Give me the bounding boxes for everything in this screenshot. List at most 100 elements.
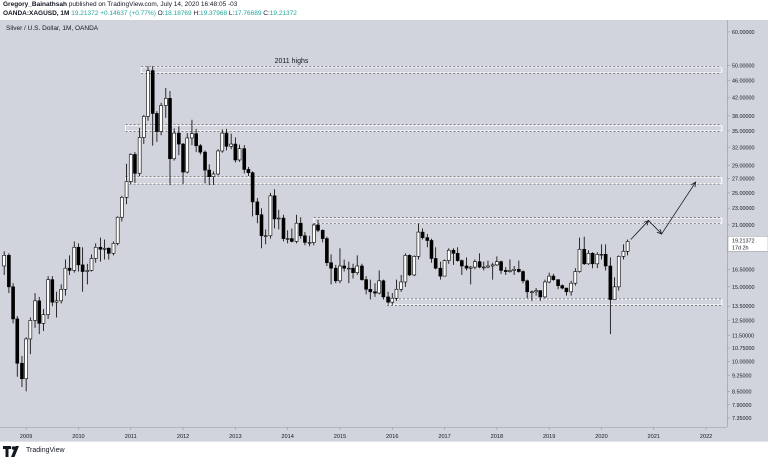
candle-body: [394, 288, 399, 299]
candle-body: [285, 238, 290, 240]
candle-body: [50, 279, 55, 303]
x-tick-label: 2017: [438, 434, 450, 440]
candle-body: [517, 269, 521, 272]
x-tick-label: 2021: [648, 434, 660, 440]
high-label: H:: [193, 10, 200, 17]
y-tick-label: 7.35000: [732, 416, 752, 422]
candle-body: [111, 243, 116, 254]
y-tick-label: 60.00000: [732, 30, 754, 36]
candle-body: [530, 291, 534, 293]
candle-body: [190, 133, 194, 139]
candle-body: [85, 270, 90, 272]
footer: TradingView: [0, 441, 768, 461]
candle-body: [473, 261, 477, 268]
tradingview-logo-icon[interactable]: [3, 446, 23, 457]
candle-body: [233, 143, 238, 161]
candle-body: [37, 300, 42, 324]
candle-body: [15, 318, 20, 364]
zone-box: [140, 66, 723, 74]
candle-body: [137, 137, 142, 174]
y-tick-label: 25.00000: [732, 191, 754, 197]
candle-body: [342, 265, 346, 269]
candle-body: [59, 288, 63, 302]
candle-body: [508, 270, 512, 272]
candle-body: [33, 300, 37, 321]
candle-body: [146, 70, 150, 117]
candle-body: [360, 265, 364, 280]
candle-body: [412, 256, 417, 276]
price-tag-value: 19.21372: [732, 238, 754, 244]
candle-body: [124, 181, 129, 198]
x-tick-label: 2011: [125, 434, 137, 440]
candle-body: [556, 279, 560, 286]
candle-body: [246, 169, 251, 173]
candle-body: [625, 241, 630, 252]
candle-body: [364, 279, 368, 290]
zone-box: [125, 124, 723, 132]
candle-body: [464, 265, 469, 269]
x-tick-label: 2019: [543, 434, 555, 440]
candle-body: [355, 265, 360, 273]
candle-body: [603, 254, 608, 267]
candle-body: [20, 362, 24, 380]
chart-area[interactable]: 2011 highs 60.00000 50.00000 46.00000 42.000…: [0, 20, 768, 441]
y-tick-label: 9.25000: [732, 374, 752, 380]
candle-body: [446, 249, 451, 261]
candle-body: [486, 265, 490, 268]
candle-body: [525, 280, 530, 293]
candle-body: [599, 254, 604, 256]
y-tick-label: 32.00000: [732, 145, 754, 151]
zone-label: 2011 highs: [275, 58, 309, 65]
tradingview-brand[interactable]: TradingView: [26, 447, 65, 454]
x-tick-label: 2015: [334, 434, 346, 440]
candle-body: [351, 267, 355, 273]
candle-body: [386, 296, 390, 303]
y-tick-label: 35.00000: [732, 129, 754, 135]
candle-body: [329, 262, 333, 269]
candle-body: [451, 249, 456, 254]
candle-body: [468, 266, 473, 269]
candle-body: [102, 247, 107, 250]
published-info: published on TradingView.com, July 14, 2…: [68, 1, 238, 8]
candle-body: [403, 255, 408, 283]
candle-body: [438, 267, 443, 277]
price-tag-box: [727, 236, 768, 252]
candle-body: [399, 281, 403, 290]
candle-body: [303, 235, 307, 243]
candle-body: [582, 248, 587, 265]
candle-body: [168, 98, 172, 160]
candle-body: [294, 222, 299, 242]
candle-body: [621, 250, 626, 257]
candle-body: [569, 282, 573, 293]
candle-body: [198, 145, 203, 153]
candle-body: [2, 255, 6, 267]
candle-body: [595, 254, 600, 265]
candle-body: [325, 238, 329, 264]
candle-body: [46, 279, 50, 315]
candlestick-chart[interactable]: 2011 highs 60.00000 50.00000 46.00000 42.000…: [0, 20, 768, 441]
author-name[interactable]: Gregory_Bainathsah: [3, 1, 67, 8]
y-tick-label: 50.00000: [732, 63, 754, 69]
candle-body: [390, 297, 395, 303]
candle-body: [608, 265, 613, 300]
candle-body: [564, 287, 569, 293]
candle-body: [133, 154, 137, 174]
candle-body: [429, 240, 434, 259]
candle-body: [495, 261, 499, 266]
x-tick-label: 2012: [177, 434, 189, 440]
y-tick-label: 7.90000: [732, 403, 752, 409]
candle-body: [185, 137, 190, 173]
candle-body: [586, 252, 591, 265]
candle-body: [259, 214, 264, 237]
candle-body: [281, 217, 286, 239]
candle-body: [560, 285, 565, 289]
publisher-line: Gregory_Bainathsah published on TradingV…: [3, 1, 237, 9]
projection-arrowhead: [691, 181, 697, 188]
candle-body: [211, 173, 216, 177]
candle-body: [255, 201, 260, 216]
y-tick-label: 38.00000: [732, 114, 754, 120]
last-price: 19.21372: [71, 10, 99, 17]
zone-box: [125, 176, 723, 185]
publication-header: Gregory_Bainathsah published on TradingV…: [0, 0, 768, 20]
candle-body: [481, 266, 486, 269]
